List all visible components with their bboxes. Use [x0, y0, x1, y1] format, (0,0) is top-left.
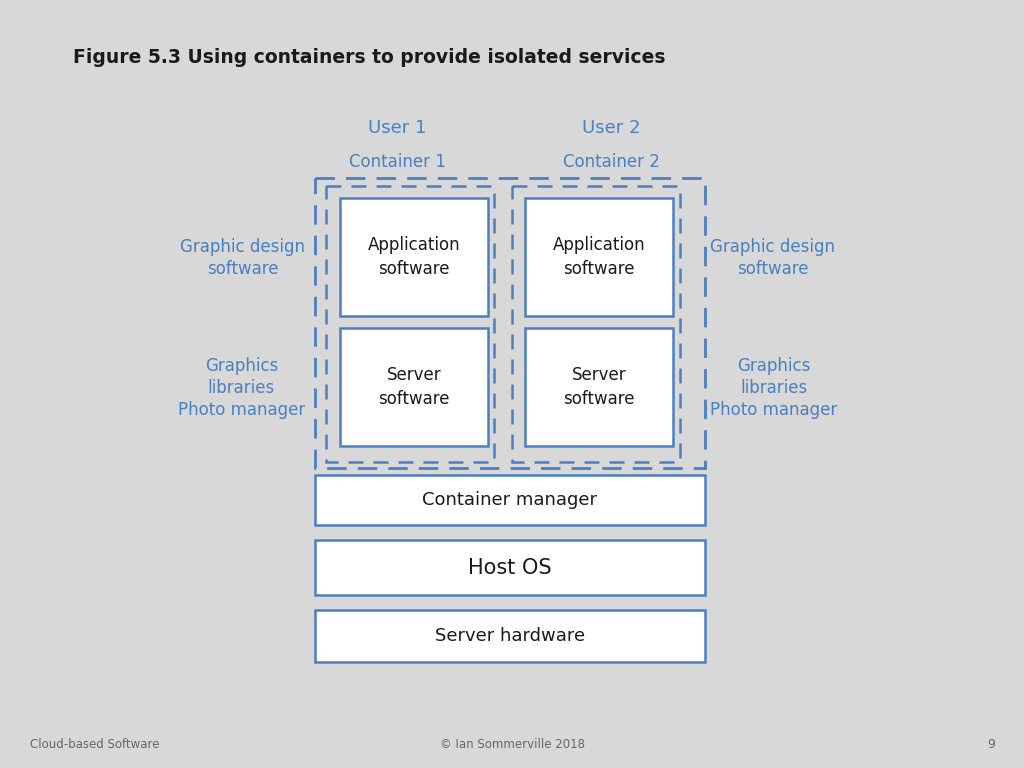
Text: Application
software: Application software — [553, 237, 645, 278]
Text: Server hardware: Server hardware — [435, 627, 585, 645]
Bar — [512, 186, 680, 462]
Text: Figure 5.3 Using containers to provide isolated services: Figure 5.3 Using containers to provide i… — [73, 48, 666, 67]
Bar — [340, 198, 488, 316]
Text: Server
software: Server software — [563, 366, 635, 408]
Text: Container 1: Container 1 — [348, 153, 445, 171]
Text: © Ian Sommerville 2018: © Ian Sommerville 2018 — [439, 739, 585, 752]
Bar — [315, 178, 705, 468]
Text: Cloud-based Software: Cloud-based Software — [30, 739, 160, 752]
Text: Graphics
libraries
Photo manager: Graphics libraries Photo manager — [710, 357, 838, 419]
Text: Container manager: Container manager — [423, 491, 597, 509]
Text: Graphics
libraries
Photo manager: Graphics libraries Photo manager — [178, 357, 305, 419]
Bar — [525, 328, 673, 446]
Text: User 2: User 2 — [582, 119, 640, 137]
Text: Application
software: Application software — [368, 237, 461, 278]
Text: User 1: User 1 — [368, 119, 426, 137]
Bar — [326, 186, 494, 462]
Text: Host OS: Host OS — [468, 558, 552, 578]
Text: Graphic design
software: Graphic design software — [710, 238, 835, 278]
Bar — [315, 475, 705, 525]
Bar — [315, 540, 705, 595]
Bar — [525, 198, 673, 316]
Bar — [315, 610, 705, 662]
Text: Graphic design
software: Graphic design software — [180, 238, 305, 278]
Text: Server
software: Server software — [378, 366, 450, 408]
Text: 9: 9 — [987, 739, 995, 752]
Bar — [340, 328, 488, 446]
Text: Container 2: Container 2 — [562, 153, 659, 171]
